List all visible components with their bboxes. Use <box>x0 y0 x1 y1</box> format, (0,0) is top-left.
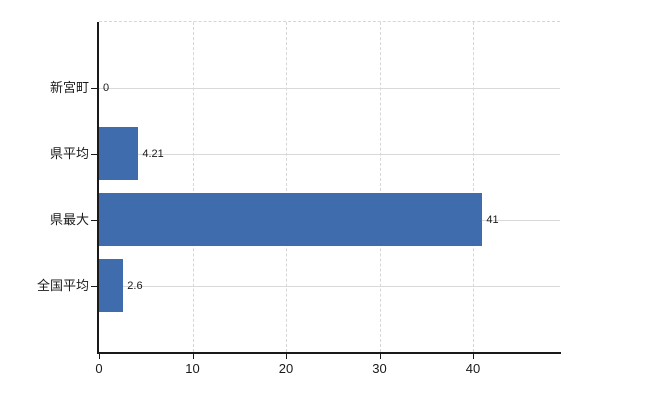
x-axis-line <box>97 352 561 354</box>
plot-area: 0 10 20 30 40 新宮町 0 県平均 4.21 県最大 41 全国平均 2.6 <box>37 22 560 376</box>
bar <box>99 127 139 180</box>
bar <box>99 259 124 312</box>
bar-value-label: 0 <box>103 82 110 94</box>
x-axis-tick <box>379 354 381 359</box>
x-axis-tick <box>192 354 194 359</box>
vertical-gridline <box>286 22 288 352</box>
x-axis-tick-label: 0 <box>95 361 103 376</box>
category-label: 全国平均 <box>36 278 89 293</box>
y-axis-tick <box>91 154 97 155</box>
bar-value-label: 41 <box>486 214 499 226</box>
y-axis-tick <box>91 220 97 221</box>
horizontal-gridline <box>99 154 560 155</box>
bar-value-label: 2.6 <box>127 280 143 292</box>
category-label: 新宮町 <box>49 80 89 95</box>
vertical-gridline <box>379 22 381 352</box>
category-label: 県平均 <box>49 146 89 161</box>
x-axis-tick-label: 40 <box>465 361 481 376</box>
plot-top-border <box>99 21 560 22</box>
x-axis-tick-label: 30 <box>372 361 387 376</box>
vertical-gridline <box>473 22 475 352</box>
category-label: 県最大 <box>49 212 89 227</box>
horizontal-gridline <box>99 88 560 89</box>
x-axis-tick <box>286 354 288 359</box>
x-axis-tick-label: 20 <box>278 361 294 376</box>
bar <box>99 193 483 246</box>
horizontal-gridline <box>99 286 560 287</box>
y-axis-tick <box>91 88 97 89</box>
bar-value-label: 4.21 <box>142 148 164 160</box>
x-axis-tick-label: 10 <box>185 361 200 376</box>
y-axis-line <box>97 22 99 354</box>
vertical-gridline <box>192 22 194 352</box>
x-axis-tick <box>473 354 475 359</box>
x-axis-tick <box>99 354 100 359</box>
y-axis-tick <box>91 286 97 287</box>
